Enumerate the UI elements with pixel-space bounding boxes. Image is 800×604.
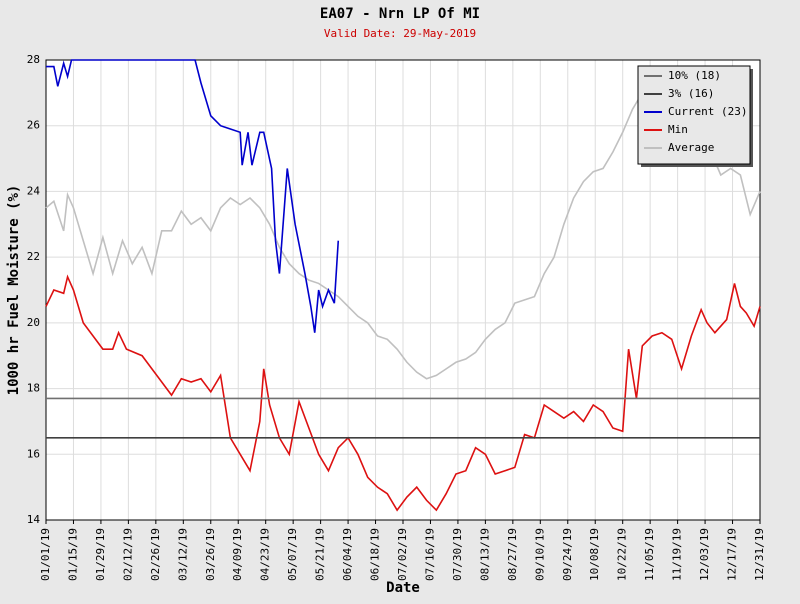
legend-label: Current (23) (668, 105, 747, 118)
x-tick-label: 10/22/19 (616, 528, 629, 581)
x-tick-label: 11/05/19 (643, 528, 656, 581)
x-tick-label: 08/13/19 (478, 528, 491, 581)
x-tick-label: 01/15/19 (66, 528, 79, 581)
x-tick-label: 12/31/19 (753, 528, 766, 581)
x-tick-label: 09/10/19 (533, 528, 546, 581)
x-tick-label: 02/26/19 (149, 528, 162, 581)
y-tick-label: 24 (27, 184, 41, 197)
x-tick-label: 10/08/19 (588, 528, 601, 581)
x-tick-label: 04/23/19 (259, 528, 272, 581)
y-tick-label: 18 (27, 382, 40, 395)
x-tick-label: 01/01/19 (39, 528, 52, 581)
x-tick-label: 05/21/19 (314, 528, 327, 581)
x-tick-label: 08/27/19 (506, 528, 519, 581)
x-tick-label: 05/07/19 (286, 528, 299, 581)
y-tick-label: 22 (27, 250, 40, 263)
legend-label: Min (668, 123, 688, 136)
x-tick-label: 03/12/19 (176, 528, 189, 581)
x-axis-label: Date (386, 580, 420, 596)
y-tick-label: 26 (27, 119, 40, 132)
x-tick-label: 07/30/19 (451, 528, 464, 581)
x-tick-label: 09/24/19 (561, 528, 574, 581)
chart-title: EA07 - Nrn LP Of MI (320, 6, 480, 22)
plot-frame (45, 59, 761, 521)
x-tick-label: 02/12/19 (121, 528, 134, 581)
y-tick-label: 16 (27, 447, 40, 460)
x-tick-label: 06/04/19 (341, 528, 354, 581)
legend-label: 3% (16) (668, 87, 714, 100)
x-tick-label: 12/03/19 (698, 528, 711, 581)
x-tick-label: 11/19/19 (671, 528, 684, 581)
x-tick-label: 07/02/19 (396, 528, 409, 581)
y-tick-label: 14 (27, 513, 41, 526)
y-tick-label: 28 (27, 53, 40, 66)
series-line (45, 274, 761, 512)
legend-label: 10% (18) (668, 69, 721, 82)
series-line (46, 59, 340, 333)
x-tick-label: 03/26/19 (204, 528, 217, 581)
y-tick-label: 20 (27, 316, 40, 329)
x-tick-label: 12/17/19 (726, 528, 739, 581)
chart-subtitle: Valid Date: 29-May-2019 (324, 27, 476, 40)
x-tick-label: 07/16/19 (423, 528, 436, 581)
x-tick-label: 04/09/19 (231, 528, 244, 581)
x-tick-label: 06/18/19 (369, 528, 382, 581)
legend-label: Average (668, 141, 714, 154)
y-axis-label: 1000 hr Fuel Moisture (%) (6, 185, 22, 396)
x-tick-label: 01/29/19 (94, 528, 107, 581)
